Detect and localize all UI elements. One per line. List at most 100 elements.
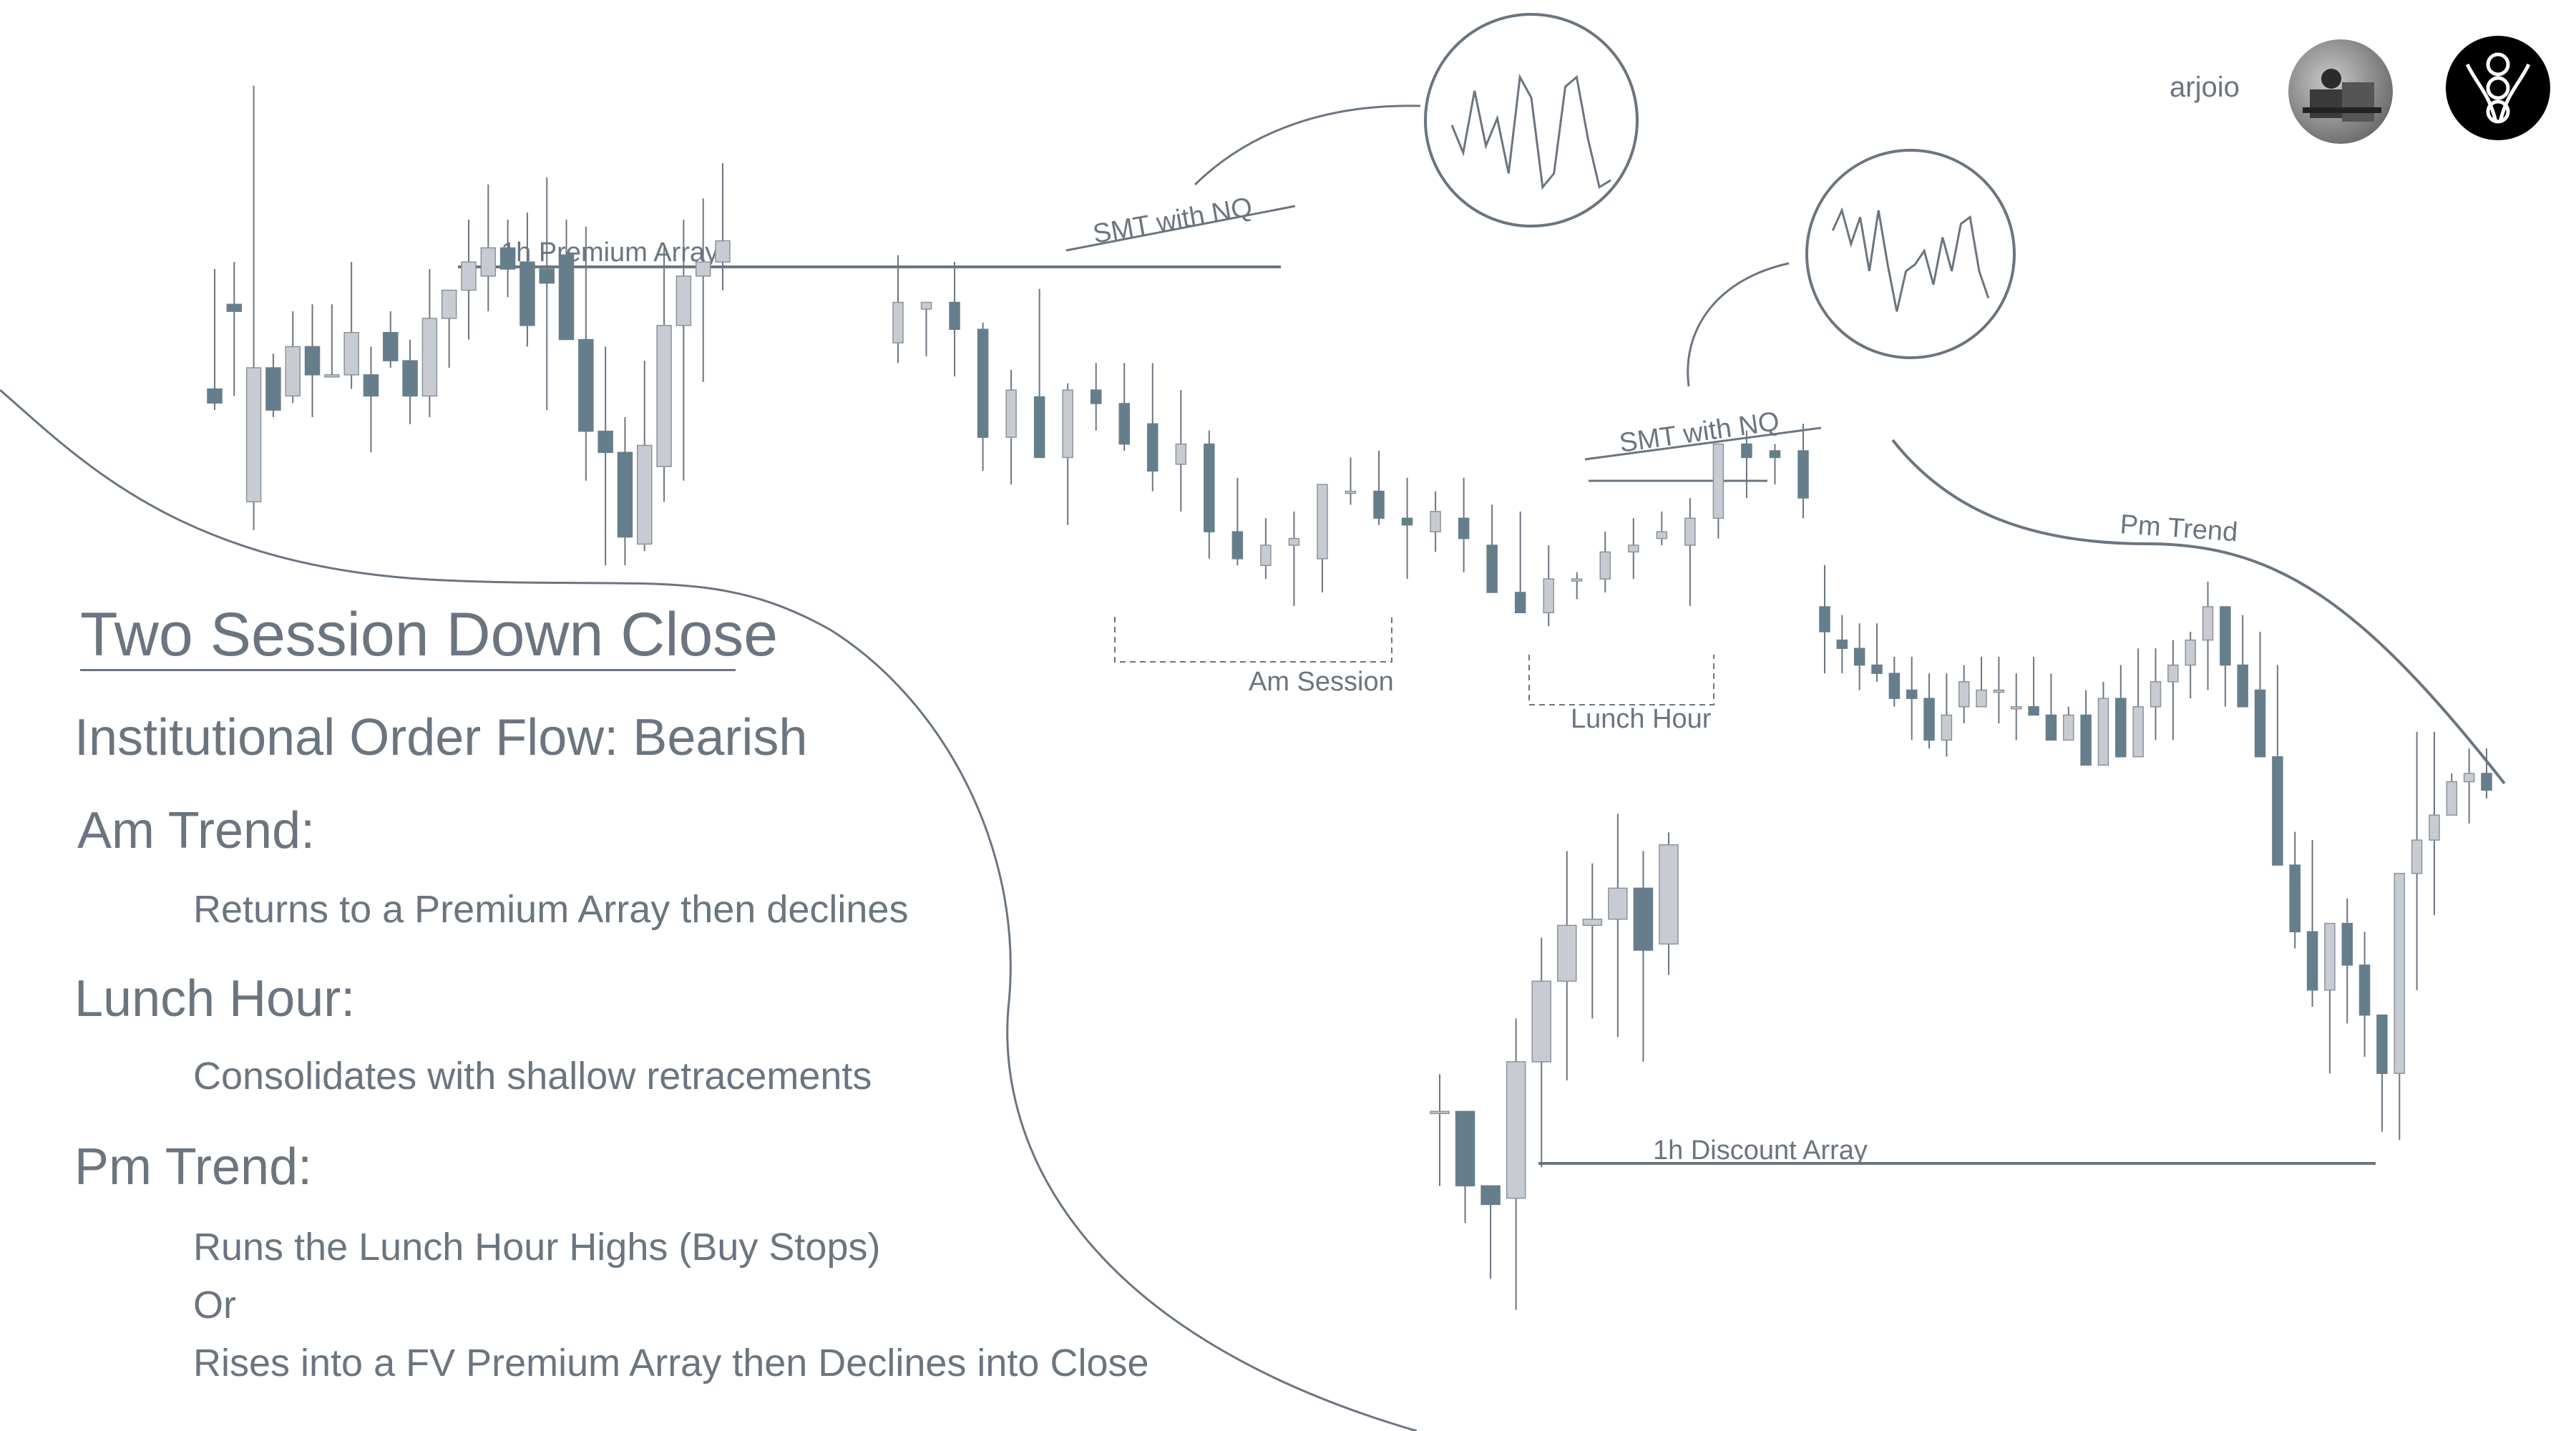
main-candle	[539, 177, 555, 411]
discount-candle	[1633, 851, 1654, 1062]
main-candle	[2272, 665, 2283, 866]
main-bullish-body	[2185, 639, 2196, 666]
main-candle	[1147, 363, 1158, 492]
main-bearish-body	[1819, 606, 1830, 633]
main-candle	[1571, 572, 1583, 600]
main-bullish-body	[1317, 484, 1328, 560]
main-candle	[977, 322, 989, 472]
discount-candle	[1659, 832, 1679, 975]
main-bullish-body	[715, 240, 731, 263]
main-candle	[1906, 656, 1918, 741]
main-candle	[226, 262, 243, 396]
discount-candle	[1430, 1074, 1450, 1186]
main-bullish-body	[2429, 814, 2440, 841]
main-candle	[441, 289, 457, 368]
main-bullish-body	[892, 301, 904, 343]
main-candle	[2376, 1014, 2388, 1132]
main-bearish-body	[2306, 931, 2318, 991]
main-candle	[578, 226, 594, 481]
main-candle	[637, 361, 653, 552]
discount-bullish-body	[1608, 887, 1628, 920]
main-bearish-body	[1769, 450, 1781, 459]
main-bullish-body	[1288, 537, 1300, 546]
main-candle	[1005, 369, 1017, 485]
main-candle	[2028, 656, 2039, 716]
main-candle	[2080, 690, 2092, 766]
main-bullish-body	[2411, 839, 2423, 874]
main-candle	[519, 213, 535, 347]
main-candle	[1401, 477, 1413, 580]
smt-line-lunch	[1584, 426, 1822, 461]
main-bearish-body	[1923, 698, 1935, 741]
main-bullish-body	[343, 331, 359, 376]
main-candle	[1976, 656, 1987, 708]
main-candle	[1543, 545, 1554, 627]
main-bearish-body	[617, 451, 633, 538]
main-bearish-body	[949, 301, 960, 331]
main-candle	[1260, 518, 1272, 580]
main-candle	[1175, 390, 1187, 512]
main-bearish-body	[2080, 714, 2092, 766]
main-candle	[656, 248, 672, 502]
main-candle	[324, 304, 340, 378]
discount-candle	[1608, 814, 1628, 1037]
main-candle	[2446, 773, 2458, 816]
main-candle	[480, 184, 497, 312]
discount-candle	[1455, 1110, 1475, 1224]
smt-inset-circle-am	[1424, 13, 1639, 228]
main-bullish-body	[2324, 922, 2336, 991]
main-bullish-body	[695, 261, 711, 277]
main-bearish-body	[499, 247, 516, 270]
main-candle	[1430, 491, 1441, 552]
main-bearish-body	[1033, 396, 1045, 459]
main-bullish-body	[1958, 681, 1970, 708]
main-bearish-body	[207, 388, 223, 404]
main-candle	[461, 220, 477, 340]
main-candle	[1514, 511, 1526, 614]
main-bearish-body	[2376, 1014, 2388, 1074]
discount-bearish-body	[1633, 887, 1654, 951]
main-candle	[1317, 484, 1328, 592]
pm-trend-label: Pm Trend	[2119, 509, 2238, 547]
main-candle	[1599, 532, 1611, 592]
smt-inset-line-am	[1450, 73, 1611, 190]
main-bullish-body	[1599, 551, 1611, 580]
main-candle	[285, 311, 301, 404]
main-bearish-body	[1888, 673, 1901, 699]
main-candle	[2324, 922, 2336, 1074]
main-bearish-body	[2289, 864, 2301, 932]
main-bearish-body	[2115, 698, 2127, 758]
main-bearish-body	[383, 331, 399, 361]
main-candle	[2411, 731, 2423, 990]
title-underline	[80, 669, 736, 671]
main-bearish-body	[1147, 423, 1158, 472]
main-bullish-body	[637, 444, 653, 545]
main-candle	[2394, 872, 2406, 1141]
order-flow-subtitle: Institutional Order Flow: Bearish	[74, 709, 808, 766]
main-candle	[1231, 477, 1244, 566]
main-candle	[715, 163, 731, 290]
main-bullish-body	[1941, 714, 1953, 741]
main-candle	[2115, 665, 2127, 758]
main-bullish-body	[461, 261, 477, 291]
main-bullish-body	[1543, 578, 1554, 614]
main-bearish-body	[2220, 606, 2231, 666]
main-candle	[265, 353, 281, 417]
main-candle	[499, 220, 516, 298]
discount-bullish-body	[1531, 980, 1551, 1063]
main-candle	[2481, 748, 2492, 798]
main-candle	[2341, 898, 2353, 1024]
main-candle	[402, 339, 418, 424]
main-bullish-body	[1993, 689, 2005, 693]
main-candle	[1118, 363, 1130, 451]
main-bullish-body	[2150, 681, 2162, 708]
main-candle	[949, 262, 960, 377]
main-bullish-body	[1656, 531, 1668, 539]
main-bearish-body	[402, 360, 418, 397]
pm-trend-line-1: Runs the Lunch Hour Highs (Buy Stops)	[193, 1226, 881, 1269]
slide-title: Two Session Down Close	[80, 600, 779, 669]
main-candle	[2063, 706, 2074, 741]
main-bearish-body	[2481, 773, 2492, 791]
main-candle	[383, 311, 399, 368]
